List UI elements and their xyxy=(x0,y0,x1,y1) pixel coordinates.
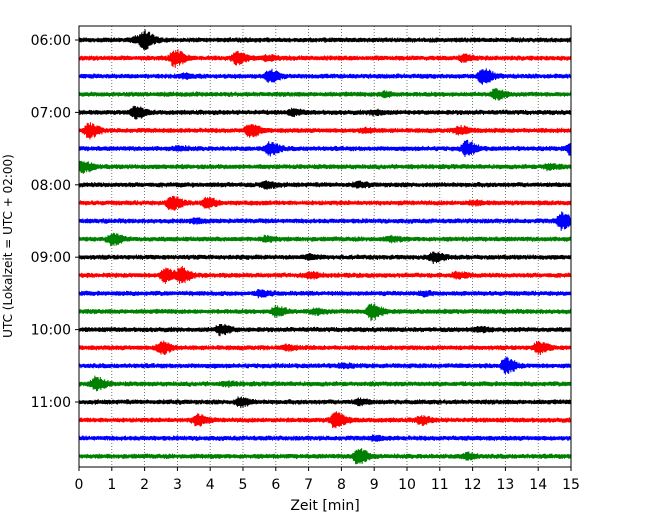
seismogram-trace xyxy=(78,105,572,120)
x-tick-label: 5 xyxy=(239,477,248,493)
x-tick-label: 2 xyxy=(140,477,149,493)
x-axis-ticks: 0 1 2 3 4 5 6 7 8 9 10 11 12 13 14 15 xyxy=(75,467,580,493)
x-tick-label: 4 xyxy=(206,477,215,493)
seismogram-trace xyxy=(78,211,572,231)
plot-background xyxy=(79,26,571,467)
x-tick-label: 1 xyxy=(107,477,116,493)
x-tick-label: 8 xyxy=(337,477,346,493)
y-axis-ticks: 06:00 07:00 08:00 09:00 10:00 11:00 xyxy=(31,33,79,411)
seismogram-trace xyxy=(78,289,572,299)
y-tick-label: 08:00 xyxy=(31,178,71,194)
seismogram-trace xyxy=(78,434,572,442)
seismogram-trace xyxy=(78,323,572,337)
y-tick-label: 06:00 xyxy=(31,33,71,49)
y-axis-label: UTC (Lokalzeit = UTC + 02:00) xyxy=(1,154,15,338)
seismogram-trace xyxy=(78,251,572,264)
x-tick-label: 14 xyxy=(529,477,547,493)
y-tick-label: 09:00 xyxy=(31,250,71,266)
seismogram-trace xyxy=(78,195,572,211)
x-tick-label: 13 xyxy=(496,477,514,493)
x-tick-label: 9 xyxy=(370,477,379,493)
seismogram-trace xyxy=(78,265,572,284)
seismogram-traces xyxy=(78,29,572,465)
x-tick-label: 0 xyxy=(75,477,84,493)
seismogram-trace xyxy=(78,356,572,375)
y-tick-label: 10:00 xyxy=(31,323,71,339)
seismogram-trace xyxy=(78,160,572,174)
x-tick-label: 11 xyxy=(431,477,449,493)
x-tick-label: 10 xyxy=(398,477,416,493)
y-tick-label: 11:00 xyxy=(31,395,71,411)
seismogram-trace xyxy=(78,375,572,392)
x-tick-label: 3 xyxy=(173,477,182,493)
seismogram-trace xyxy=(78,49,572,69)
seismogram-trace xyxy=(78,340,572,356)
x-axis-label: Zeit [min] xyxy=(290,498,359,514)
seismogram-trace xyxy=(78,139,572,157)
seismogram-trace xyxy=(78,448,572,465)
seismogram-trace xyxy=(78,180,572,190)
plot-frame xyxy=(78,25,572,468)
seismogram-trace xyxy=(78,122,572,140)
seismogram-trace xyxy=(78,29,572,51)
x-tick-label: 15 xyxy=(562,477,580,493)
seismogram-trace xyxy=(78,411,572,429)
seismogram-trace xyxy=(78,68,572,85)
x-tick-label: 6 xyxy=(271,477,280,493)
seismogram-trace xyxy=(78,232,572,247)
x-tick-label: 12 xyxy=(464,477,482,493)
y-tick-label: 07:00 xyxy=(31,105,71,121)
x-tick-label: 7 xyxy=(304,477,313,493)
seismogram-trace xyxy=(78,87,572,101)
seismogram-trace xyxy=(78,303,572,322)
seismogram-trace xyxy=(78,396,572,409)
